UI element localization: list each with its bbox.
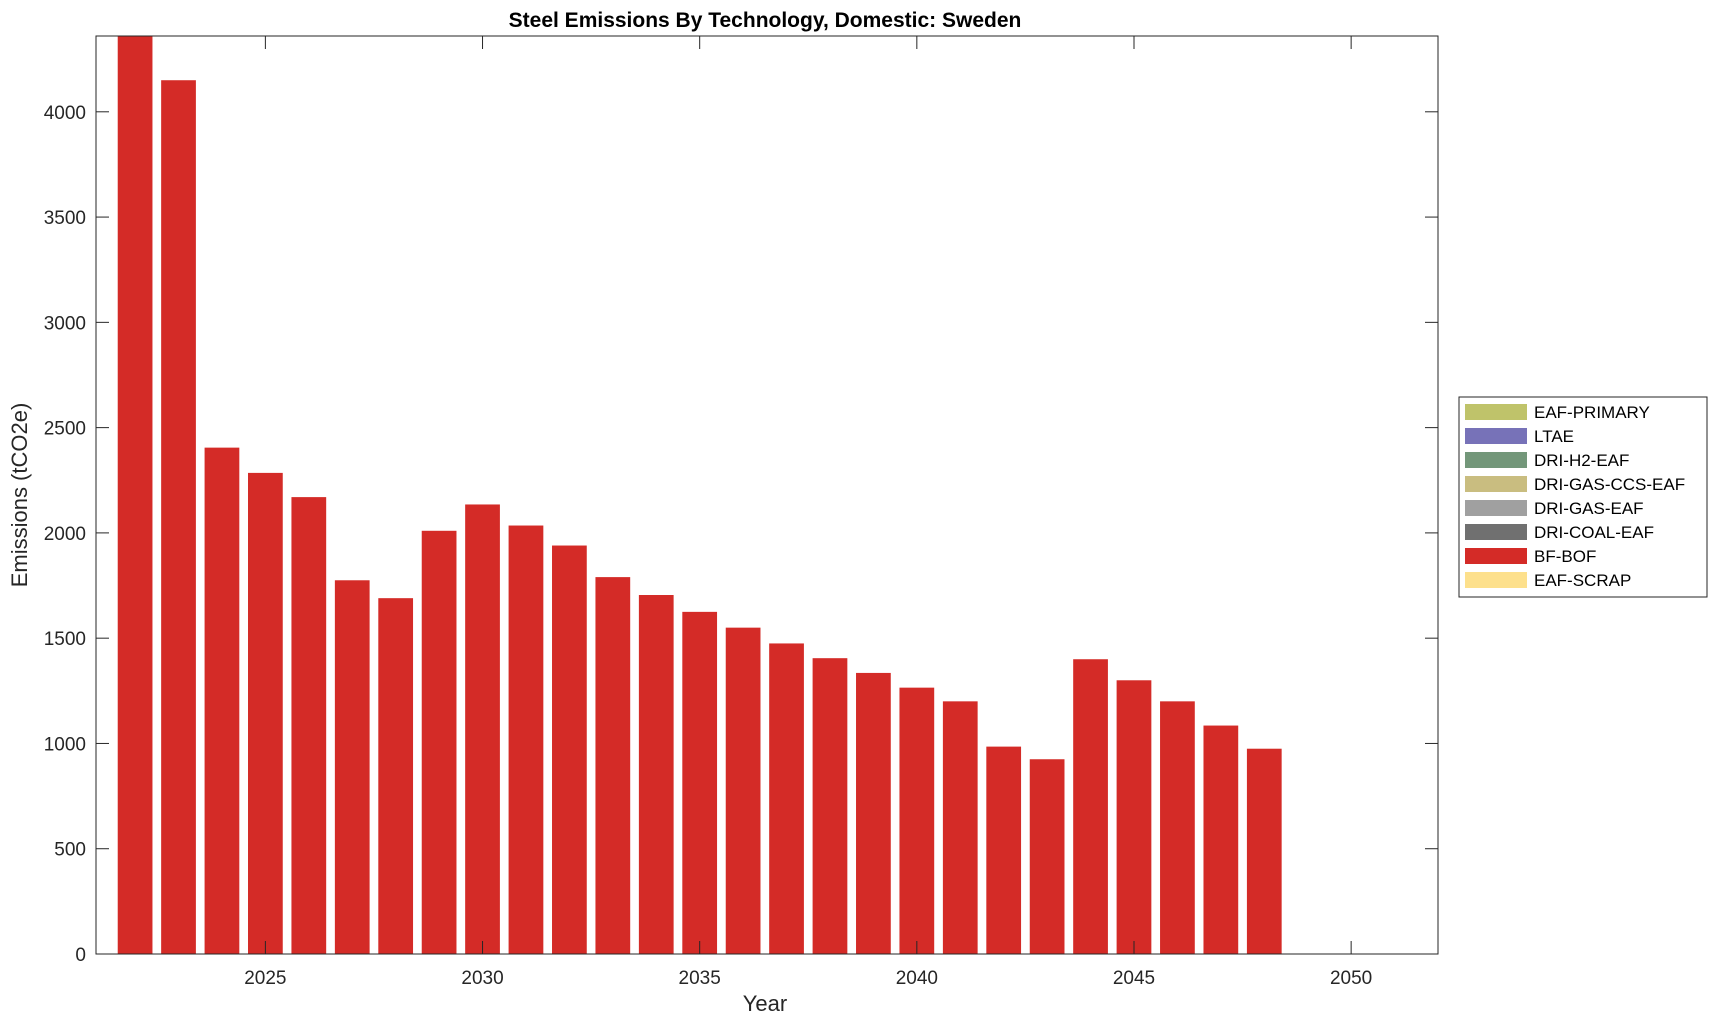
bar-bf-bof-2032 bbox=[552, 545, 587, 954]
bar-bf-bof-2042 bbox=[986, 746, 1022, 954]
bar-bf-bof-2026 bbox=[291, 497, 327, 954]
bar-bf-bof-2041 bbox=[942, 701, 978, 954]
y-tick-label: 3500 bbox=[44, 208, 86, 229]
x-axis: 2025 2030 2035 2040 2045 2050 bbox=[244, 36, 1372, 989]
bar-bf-bof-2035 bbox=[682, 611, 718, 954]
legend-swatch bbox=[1465, 404, 1527, 420]
x-tick-label: 2035 bbox=[679, 968, 721, 989]
legend-swatch bbox=[1465, 572, 1527, 588]
legend-swatch bbox=[1465, 500, 1527, 516]
x-axis-label: Year bbox=[743, 991, 787, 1016]
bar-bf-bof-2044 bbox=[1073, 659, 1108, 954]
bar-bf-bof-2033 bbox=[595, 577, 631, 954]
y-tick-label: 3000 bbox=[44, 313, 86, 334]
bar-bf-bof-2038 bbox=[812, 658, 848, 954]
legend-swatch bbox=[1465, 548, 1527, 564]
x-tick-label: 2050 bbox=[1330, 968, 1372, 989]
bar-bf-bof-2027 bbox=[334, 580, 370, 954]
x-tick-label: 2045 bbox=[1113, 968, 1155, 989]
bar-bf-bof-2047 bbox=[1203, 725, 1239, 954]
legend-label: LTAE bbox=[1534, 427, 1574, 446]
bar-bf-bof-2022 bbox=[117, 36, 153, 954]
bar-bf-bof-2048 bbox=[1246, 748, 1282, 954]
bar-bf-bof-2040 bbox=[899, 687, 935, 954]
bar-bf-bof-2043 bbox=[1029, 759, 1065, 954]
bar-bf-bof-2045 bbox=[1116, 680, 1152, 954]
legend-box bbox=[1458, 396, 1708, 598]
chart-title: Steel Emissions By Technology, Domestic:… bbox=[509, 9, 1022, 32]
legend-label: EAF-SCRAP bbox=[1534, 571, 1631, 590]
legend-label: BF-BOF bbox=[1534, 547, 1596, 566]
bar-bf-bof-2034 bbox=[638, 595, 674, 954]
bar-bf-bof-2031 bbox=[508, 525, 544, 954]
legend-label: DRI-GAS-EAF bbox=[1534, 499, 1644, 518]
y-tick-label: 0 bbox=[75, 945, 86, 966]
bar-bf-bof-2039 bbox=[856, 672, 891, 954]
bar-bf-bof-2028 bbox=[378, 598, 414, 954]
bar-bf-bof-2029 bbox=[421, 530, 457, 954]
bar-bf-bof-2037 bbox=[769, 643, 804, 954]
plot-frame bbox=[95, 35, 1439, 955]
y-tick-label: 500 bbox=[54, 840, 86, 861]
y-axis: 0 500 1000 1500 2000 2500 3000 3500 4000 bbox=[44, 103, 1438, 966]
y-tick-label: 2000 bbox=[44, 524, 86, 545]
bar-bf-bof-2023 bbox=[161, 80, 196, 955]
legend-swatch bbox=[1465, 452, 1527, 468]
x-tick-label: 2025 bbox=[244, 968, 286, 989]
bar-bf-bof-2030 bbox=[465, 504, 500, 954]
y-tick-label: 1000 bbox=[44, 734, 86, 755]
legend-label: DRI-GAS-CCS-EAF bbox=[1534, 475, 1685, 494]
legend-swatch bbox=[1465, 428, 1527, 444]
legend-swatch bbox=[1465, 476, 1527, 492]
legend: EAF-PRIMARY LTAE DRI-H2-EAF DRI-GAS-CCS-EAF… bbox=[1458, 396, 1708, 598]
legend-label: DRI-H2-EAF bbox=[1534, 451, 1629, 470]
bar-bf-bof-2025 bbox=[248, 472, 283, 954]
y-tick-label: 4000 bbox=[44, 103, 86, 124]
legend-swatch bbox=[1465, 524, 1527, 540]
bar-bf-bof-2046 bbox=[1160, 701, 1195, 954]
y-axis-label: Emissions (tCO2e) bbox=[7, 403, 32, 588]
legend-label: DRI-COAL-EAF bbox=[1534, 523, 1654, 542]
x-tick-label: 2040 bbox=[896, 968, 938, 989]
legend-label: EAF-PRIMARY bbox=[1534, 403, 1650, 422]
x-tick-label: 2030 bbox=[461, 968, 503, 989]
y-tick-label: 1500 bbox=[44, 629, 86, 650]
y-tick-label: 2500 bbox=[44, 419, 86, 440]
bar-bf-bof-2036 bbox=[725, 627, 761, 954]
bars-layer bbox=[117, 36, 1282, 955]
bar-bf-bof-2024 bbox=[204, 447, 240, 954]
